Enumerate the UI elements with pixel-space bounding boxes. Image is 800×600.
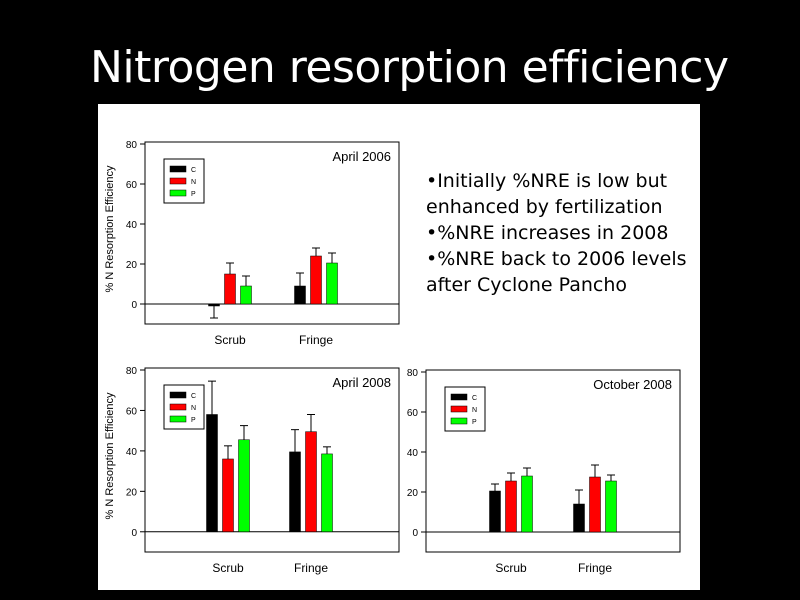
legend-swatch-c bbox=[169, 391, 187, 399]
legend-label-c: C bbox=[191, 167, 196, 174]
bar-n-scrub bbox=[224, 273, 236, 305]
chart-title: April 2008 bbox=[332, 375, 391, 390]
y-tick-label: 0 bbox=[131, 528, 137, 539]
x-tick-label: Fringe bbox=[294, 561, 328, 575]
legend-label-n: N bbox=[191, 405, 196, 412]
bar-p-fringe bbox=[321, 453, 333, 533]
legend-swatch-n bbox=[450, 405, 468, 413]
x-tick-label: Fringe bbox=[578, 561, 612, 575]
legend-swatch-n bbox=[169, 177, 187, 185]
bar-c-fringe bbox=[289, 451, 301, 533]
x-tick-label: Scrub bbox=[495, 561, 527, 575]
bullet-item: •%NRE back to 2006 levels after Cyclone … bbox=[426, 248, 687, 296]
bar-c-fringe bbox=[294, 285, 306, 305]
bar-n-scrub bbox=[505, 480, 517, 533]
legend-label-c: C bbox=[191, 393, 196, 400]
bar-n-scrub bbox=[222, 458, 234, 533]
legend-swatch-n bbox=[169, 403, 187, 411]
y-tick-label: 40 bbox=[126, 220, 138, 231]
legend-label-c: C bbox=[472, 395, 477, 402]
bar-p-scrub bbox=[240, 285, 252, 305]
y-tick-label: 0 bbox=[131, 300, 137, 311]
bar-c-fringe bbox=[573, 503, 585, 533]
bar-n-fringe bbox=[305, 431, 317, 533]
y-tick-label: 80 bbox=[407, 368, 419, 379]
y-tick-label: 40 bbox=[126, 447, 138, 458]
x-tick-label: Fringe bbox=[299, 333, 333, 347]
legend-swatch-p bbox=[169, 415, 187, 423]
bar-c-scrub bbox=[208, 303, 220, 307]
y-tick-label: 60 bbox=[407, 408, 419, 419]
bar-n-fringe bbox=[589, 476, 601, 533]
bullet-item: •Initially %NRE is low but enhanced by f… bbox=[426, 170, 668, 218]
y-tick-label: 20 bbox=[126, 260, 138, 271]
legend-label-p: P bbox=[472, 419, 477, 426]
legend-label-n: N bbox=[191, 179, 196, 186]
legend-label-p: P bbox=[191, 417, 196, 424]
y-tick-label: 80 bbox=[126, 140, 138, 151]
x-tick-label: Scrub bbox=[214, 333, 246, 347]
chart-title: October 2008 bbox=[593, 377, 672, 392]
y-tick-label: 80 bbox=[126, 366, 138, 377]
bar-p-fringe bbox=[326, 262, 338, 305]
legend-swatch-c bbox=[450, 393, 468, 401]
bullet-item: •%NRE increases in 2008 bbox=[426, 222, 669, 244]
y-tick-label: 60 bbox=[126, 406, 138, 417]
y-axis-label: % N Resorption Efficiency bbox=[104, 392, 116, 519]
bar-c-scrub bbox=[206, 414, 218, 533]
plot-frame bbox=[425, 369, 681, 553]
legend-swatch-p bbox=[450, 417, 468, 425]
y-tick-label: 20 bbox=[407, 488, 419, 499]
bar-p-scrub bbox=[521, 475, 533, 533]
legend-label-n: N bbox=[472, 407, 477, 414]
bar-n-fringe bbox=[310, 255, 322, 305]
legend-label-p: P bbox=[191, 191, 196, 198]
chart-april-2006: 0 20 40 60 80 % N Resorption Efficiency April … bbox=[104, 140, 681, 575]
chart-title: April 2006 bbox=[332, 149, 391, 164]
y-axis-label: % N Resorption Efficiency bbox=[104, 165, 116, 292]
x-tick-label: Scrub bbox=[212, 561, 244, 575]
bar-p-fringe bbox=[605, 480, 617, 533]
plot-frame bbox=[144, 141, 400, 325]
y-tick-label: 0 bbox=[412, 528, 418, 539]
plot-frame bbox=[144, 367, 400, 553]
legend-swatch-p bbox=[169, 189, 187, 197]
y-tick-label: 40 bbox=[407, 448, 419, 459]
bullet-list: •Initially %NRE is low but enhanced by f… bbox=[426, 168, 696, 298]
y-tick-label: 60 bbox=[126, 180, 138, 191]
y-tick-label: 20 bbox=[126, 487, 138, 498]
slide-title: Nitrogen resorption efficiency bbox=[90, 42, 729, 93]
bar-c-scrub bbox=[489, 490, 501, 533]
bar-p-scrub bbox=[238, 439, 250, 533]
legend-swatch-c bbox=[169, 165, 187, 173]
figure-panel: 0 20 40 60 80 % N Resorption Efficiency April … bbox=[98, 104, 700, 590]
